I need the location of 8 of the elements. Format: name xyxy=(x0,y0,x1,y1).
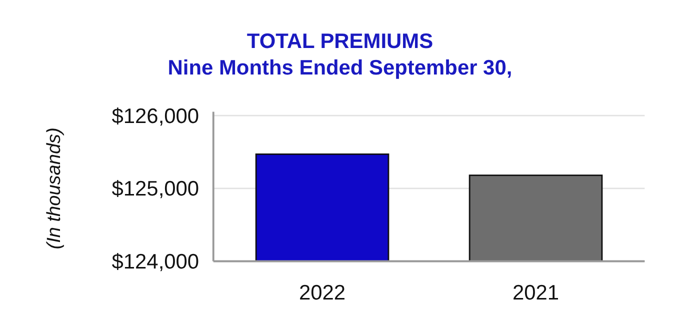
y-tick-label: $126,000 xyxy=(112,104,200,128)
y-tick-label: $124,000 xyxy=(112,250,200,274)
x-tick-label: 2022 xyxy=(298,281,346,304)
chart-subtitle: Nine Months Ended September 30, xyxy=(168,56,512,80)
x-tick-label: 2021 xyxy=(512,281,560,304)
y-tick-label: $125,000 xyxy=(112,178,200,201)
y-axis-title: (In thousands) xyxy=(44,128,66,250)
chart-title: TOTAL PREMIUMS xyxy=(246,30,434,53)
